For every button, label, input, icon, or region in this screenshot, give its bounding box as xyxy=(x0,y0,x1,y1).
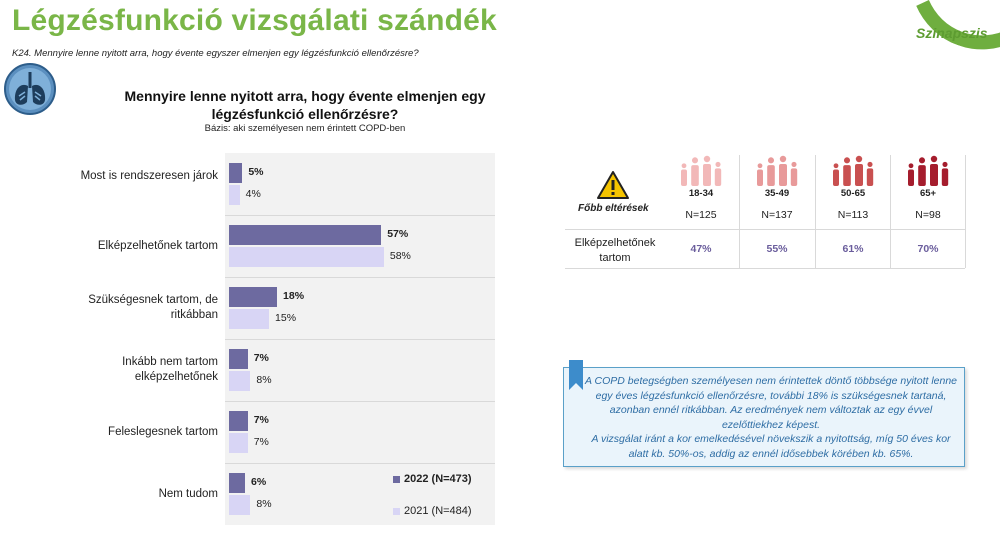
data-label: 15% xyxy=(275,312,297,324)
note-paragraph-1: A COPD betegségben személyesen nem érint… xyxy=(585,375,958,431)
family-icon xyxy=(681,155,722,186)
bar-2022 xyxy=(229,473,246,493)
data-label: 18% xyxy=(283,290,305,302)
age-group-value: 70% xyxy=(917,243,939,255)
age-group-label: 65+ xyxy=(919,188,937,199)
bar-2021 xyxy=(229,247,384,267)
age-group-label: 18-34 xyxy=(688,188,714,199)
bookmark-icon xyxy=(569,360,583,390)
bar-2022 xyxy=(229,349,248,369)
bar-2022 xyxy=(229,163,243,183)
lungs-icon xyxy=(4,63,56,115)
row-divider xyxy=(225,401,495,402)
category-label: Nem tudom xyxy=(158,487,218,500)
age-group-value: 61% xyxy=(842,243,864,255)
data-label: 58% xyxy=(389,250,411,262)
table-divider-h xyxy=(565,229,965,230)
category-label: Most is rendszeresen járok xyxy=(80,170,218,182)
age-group-n: N=113 xyxy=(837,209,869,221)
question-text: K24. Mennyire lenne nyitott arra, hogy é… xyxy=(12,48,419,59)
category-label: Elképzelhetőnek tartom xyxy=(97,239,218,252)
data-label: 7% xyxy=(253,352,269,364)
age-group-n: N=98 xyxy=(915,209,941,221)
category-label: Inkább nem tartom elképzelhetőnek xyxy=(122,356,218,383)
table-divider-v xyxy=(739,155,740,268)
age-group-n: N=137 xyxy=(761,209,793,221)
table-divider-v xyxy=(815,155,816,268)
data-label: 7% xyxy=(253,414,269,426)
family-icon xyxy=(757,155,798,186)
age-group-label: 50-65 xyxy=(840,188,866,199)
logo: Szinapszis xyxy=(916,25,988,41)
bar-2021 xyxy=(229,371,251,391)
warning-icon xyxy=(597,171,629,199)
category-label: Feleslegesnek tartom xyxy=(108,425,218,438)
legend-swatch-2022 xyxy=(393,476,400,483)
chart-title: Mennyire lenne nyitott arra, hogy évente… xyxy=(124,88,486,122)
row-divider xyxy=(225,215,495,216)
table-divider-v xyxy=(965,155,966,268)
bar-2021 xyxy=(229,309,270,329)
category-label: Szükségesnek tartom, de ritkábban xyxy=(88,294,218,321)
chart-subtitle: Bázis: aki személyesen nem érintett COPD… xyxy=(204,123,406,134)
bar-2021 xyxy=(229,185,240,205)
bar-2022 xyxy=(229,287,278,307)
note-paragraph-2: A vizsgálat iránt a kor emelkedésével nö… xyxy=(591,433,951,460)
data-label: 7% xyxy=(253,436,269,448)
family-icon xyxy=(833,155,874,186)
legend-label-2021: 2021 (N=484) xyxy=(404,505,472,517)
age-group-value: 55% xyxy=(766,243,788,255)
family-icon xyxy=(908,155,949,186)
legend-label-2022: 2022 (N=473) xyxy=(404,473,472,485)
data-label: 57% xyxy=(387,228,409,240)
age-group-label: 35-49 xyxy=(764,188,790,199)
note-text: A COPD betegségben személyesen nem érint… xyxy=(585,374,957,461)
bar-2021 xyxy=(229,495,251,515)
row-divider xyxy=(225,277,495,278)
data-label: 4% xyxy=(245,188,261,200)
bar-2022 xyxy=(229,411,248,431)
age-group-n: N=125 xyxy=(685,209,717,221)
data-label: 5% xyxy=(248,166,264,178)
note-box xyxy=(563,367,965,467)
data-label: 8% xyxy=(256,374,272,386)
table-divider-v xyxy=(890,155,891,268)
data-label: 8% xyxy=(256,498,272,510)
age-group-value: 47% xyxy=(690,243,712,255)
table-corner-label: Főbb eltérések xyxy=(578,203,649,214)
table-row-label: Elképzelhetőnek tartom xyxy=(574,237,656,264)
row-divider xyxy=(225,463,495,464)
page-title: Légzésfunkció vizsgálati szándék xyxy=(12,4,497,37)
data-label: 6% xyxy=(251,476,267,488)
bar-2021 xyxy=(229,433,248,453)
table-divider-h xyxy=(565,268,965,269)
legend-swatch-2021 xyxy=(393,508,400,515)
row-divider xyxy=(225,339,495,340)
bar-2022 xyxy=(229,225,382,245)
